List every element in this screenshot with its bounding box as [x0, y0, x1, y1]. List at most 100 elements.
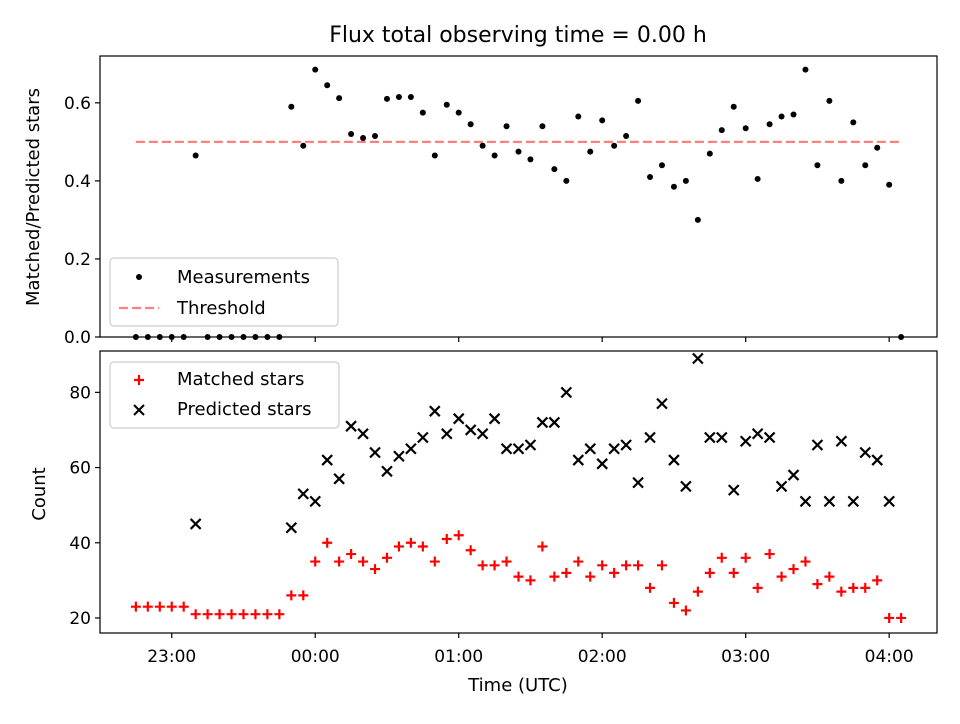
predicted-star-point — [787, 469, 800, 481]
measurement-point — [766, 121, 773, 128]
measurement-point — [886, 181, 893, 188]
predicted-star-point — [835, 435, 848, 448]
top-y-tick-label: 0.6 — [64, 94, 91, 114]
ratio-panel: Flux total observing time = 0.00 h Match… — [23, 23, 938, 348]
predicted-star-point — [189, 518, 202, 530]
predicted-star-point — [668, 454, 680, 466]
measurement-point — [515, 148, 522, 155]
matched-star-point — [561, 567, 572, 578]
predicted-star-point — [739, 435, 752, 448]
measurement-point — [407, 93, 414, 100]
measurement-point — [443, 101, 450, 108]
matched-star-point — [370, 564, 381, 575]
bottom-x-tick-label: 23:00 — [147, 647, 196, 667]
predicted-star-point — [692, 352, 704, 365]
measurement-point — [288, 103, 295, 110]
measurement-point — [742, 125, 749, 132]
measurement-point — [874, 144, 881, 151]
matched-star-point — [334, 556, 345, 567]
matched-star-point — [621, 560, 632, 571]
predicted-star-point — [476, 427, 489, 440]
measurement-point — [754, 175, 761, 182]
matched-star-point — [286, 590, 297, 601]
measurement-point — [850, 119, 857, 126]
predicted-star-point — [584, 442, 597, 455]
measurement-point — [300, 142, 307, 149]
predicted-star-point — [500, 442, 513, 455]
matched-star-point — [477, 560, 488, 571]
measurement-point — [838, 177, 845, 184]
matched-star-point — [836, 586, 847, 597]
matched-star-point — [549, 571, 560, 582]
matched-star-point — [226, 609, 237, 620]
predicted-star-point — [369, 446, 381, 459]
predicted-star-point — [572, 454, 585, 466]
matched-star-point — [238, 609, 249, 620]
measurement-point — [383, 95, 390, 102]
legend-threshold-label: Threshold — [176, 298, 266, 319]
predicted-star-point — [321, 454, 333, 466]
measurement-point — [503, 123, 510, 130]
matched-star-point — [537, 541, 548, 552]
matched-star-point — [740, 552, 751, 563]
predicted-star-point — [285, 521, 298, 534]
measurement-point — [527, 156, 534, 163]
measurement-point — [682, 177, 689, 184]
predicted-star-point — [381, 465, 393, 478]
predicted-star-point — [644, 431, 656, 444]
top-legend-box — [109, 257, 339, 327]
matched-star-point — [812, 579, 823, 590]
count-panel: Count Time (UTC) 20 40 60 80 23:00 00:00 01:0… — [29, 350, 938, 696]
bottom-x-tick-label: 03:00 — [721, 647, 770, 667]
predicted-star-point — [440, 427, 453, 440]
matched-star-point — [465, 545, 476, 556]
predicted-star-point — [883, 495, 895, 508]
predicted-star-point — [429, 405, 441, 417]
matched-star-point — [525, 575, 536, 586]
measurement-point — [395, 93, 402, 100]
measurement-point — [670, 183, 677, 190]
predicted-star-point — [859, 446, 872, 459]
predicted-star-point — [727, 484, 740, 496]
predicted-star-point — [811, 439, 824, 451]
measurement-point — [790, 111, 797, 118]
bottom-x-tick-label: 01:00 — [434, 647, 483, 667]
matched-star-point — [656, 560, 667, 571]
matched-star-point — [142, 601, 153, 612]
matched-star-point — [884, 612, 895, 623]
bottom-x-axis-label: Time (UTC) — [467, 675, 568, 696]
chart-title: Flux total observing time = 0.00 h — [329, 23, 707, 48]
measurement-point — [814, 162, 821, 169]
bottom-y-tick-label: 20 — [69, 609, 91, 629]
matched-star-point — [166, 601, 177, 612]
bottom-axes-frame — [99, 350, 938, 634]
matched-star-point — [776, 571, 787, 582]
top-legend: Measurements Threshold — [109, 257, 339, 327]
matched-star-point — [788, 564, 799, 575]
predicted-star-point — [393, 450, 405, 463]
matched-star-point — [764, 549, 775, 560]
matched-star-point — [704, 567, 715, 578]
top-y-axis-label: Matched/Predicted stars — [23, 88, 44, 306]
measurement-point — [479, 142, 486, 149]
top-y-ticks: 0.0 0.2 0.4 0.6 — [64, 94, 100, 348]
matched-star-point — [692, 586, 703, 597]
predicted-star-point — [632, 476, 644, 489]
matched-star-point — [298, 590, 309, 601]
predicted-star-point — [357, 427, 369, 440]
bottom-legend: Matched stars Predicted stars — [109, 361, 340, 429]
predicted-star-point — [560, 386, 573, 399]
predicted-star-point — [512, 442, 525, 455]
predicted-star-point — [751, 427, 764, 440]
matched-star-point — [381, 552, 392, 563]
matched-star-point — [501, 556, 512, 567]
predicted-star-point — [548, 416, 561, 429]
matched-star-point — [178, 601, 189, 612]
matched-star-point — [728, 567, 739, 578]
measurement-point — [467, 121, 474, 128]
matched-star-point — [848, 582, 859, 593]
matched-star-point — [202, 609, 213, 620]
